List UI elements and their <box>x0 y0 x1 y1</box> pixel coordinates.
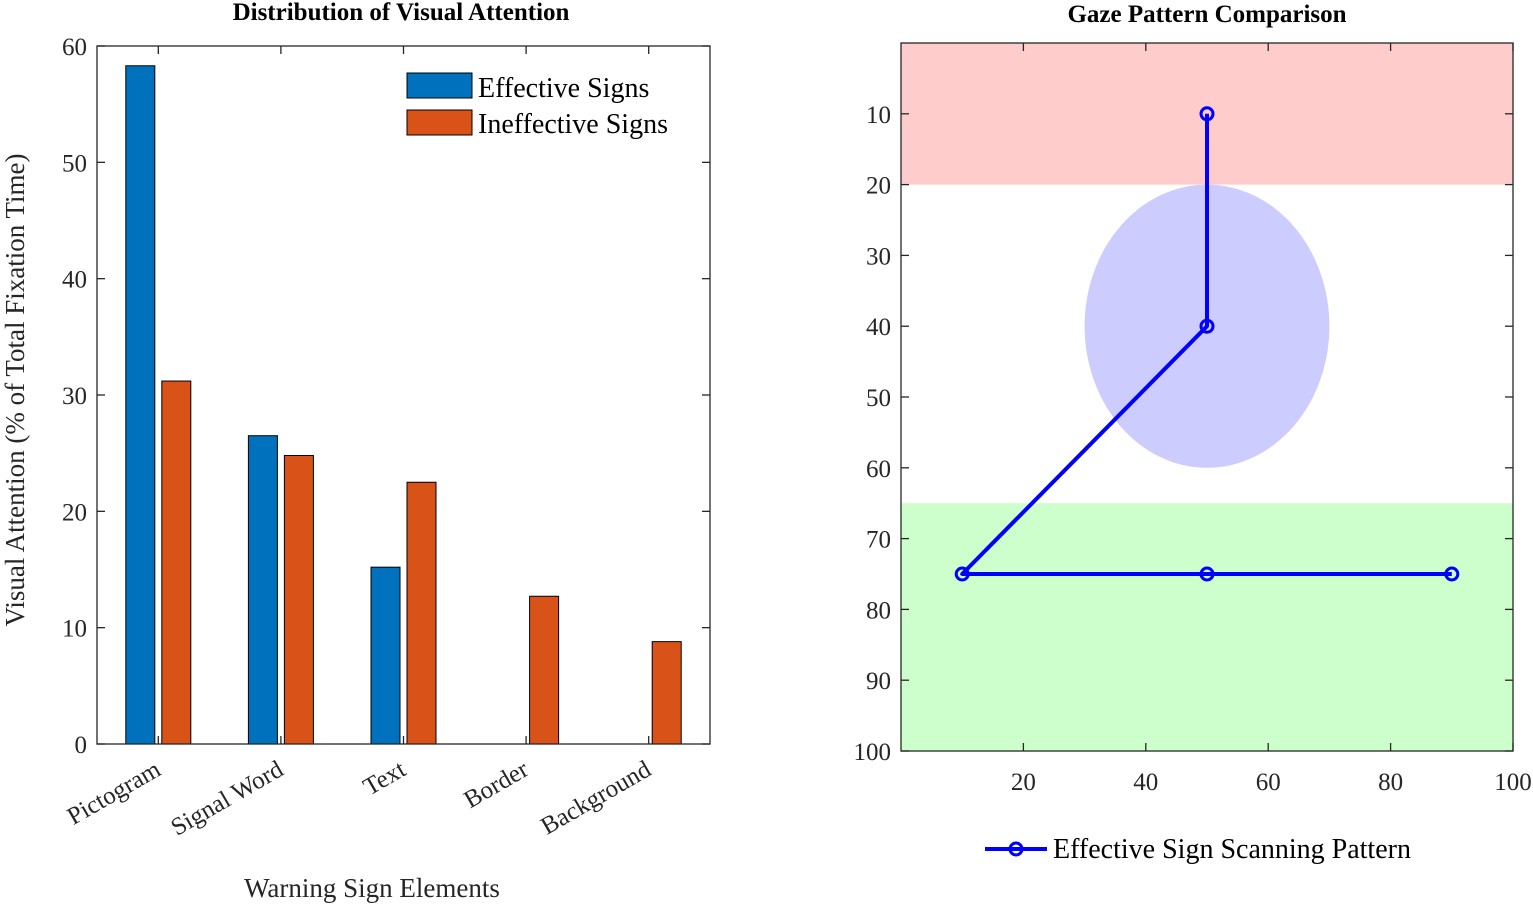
bar-y-axis-label: Visual Attention (% of Total Fixation Ti… <box>0 154 30 627</box>
legend-marker-sample <box>1008 841 1024 857</box>
gaze-chart: Gaze Pattern Comparison 10 20 30 40 50 60 70 80… <box>854 1 1532 865</box>
bar-y-tick-label: 0 <box>75 732 88 759</box>
gaze-y-tick-label: 100 <box>854 739 892 766</box>
bar-x-tick-label: Border <box>459 755 533 813</box>
bar-ineffective-signs-border <box>529 595 560 745</box>
gaze-y-tick-label: 90 <box>866 668 891 695</box>
bar-x-tick-label: Signal Word <box>166 756 288 842</box>
bar-x-tick-label: Text <box>359 756 411 801</box>
bar-chart-title: Distribution of Visual Attention <box>233 0 570 26</box>
legend-label-scan-pattern: Effective Sign Scanning Pattern <box>1053 834 1411 865</box>
bar-ineffective-signs-signal-word <box>283 454 314 745</box>
bar-y-tick-label: 50 <box>62 150 87 177</box>
gaze-x-tick-label: 60 <box>1256 769 1281 796</box>
gaze-y-tick-label: 30 <box>866 243 891 270</box>
gaze-y-ticks: 10 20 30 40 50 60 70 80 90 100 <box>854 102 1513 766</box>
gaze-region-bottom-band <box>901 503 1513 751</box>
gaze-x-tick-label: 40 <box>1133 769 1158 796</box>
bar-effective-signs-signal-word <box>247 435 278 745</box>
gaze-point <box>1199 106 1215 122</box>
bar-effective-signs-pictogram <box>125 65 156 745</box>
gaze-point <box>954 566 970 582</box>
gaze-y-tick-label: 60 <box>866 456 891 483</box>
bar-effective-signs-text <box>370 566 401 745</box>
gaze-x-tick-label: 20 <box>1011 769 1036 796</box>
gaze-series-line <box>960 113 1452 576</box>
bar-x-tick-label: Pictogram <box>63 756 166 831</box>
gaze-x-ticks: 20 40 60 80 100 <box>1011 43 1532 796</box>
gaze-chart-title: Gaze Pattern Comparison <box>1067 1 1346 28</box>
gaze-x-tick-label: 80 <box>1378 769 1403 796</box>
legend-swatch-ineffective <box>406 109 473 136</box>
gaze-point <box>1444 566 1460 582</box>
bar-ineffective-signs-background <box>651 641 682 745</box>
legend-label-ineffective: Ineffective Signs <box>478 109 668 140</box>
bar-y-tick-label: 20 <box>62 499 87 526</box>
gaze-y-tick-label: 20 <box>866 173 891 200</box>
gaze-y-tick-label: 40 <box>866 314 891 341</box>
gaze-point <box>1199 318 1215 334</box>
gaze-y-tick-label: 80 <box>866 597 891 624</box>
bar-y-tick-label: 30 <box>62 383 87 410</box>
bar-y-tick-label: 40 <box>62 267 87 294</box>
gaze-x-tick-label: 100 <box>1494 769 1532 796</box>
bar-y-tick-label: 60 <box>62 34 87 61</box>
bar-bars <box>125 65 682 745</box>
bar-legend: Effective Signs Ineffective Signs <box>406 72 668 140</box>
gaze-y-tick-label: 10 <box>866 102 891 129</box>
gaze-y-tick-label: 50 <box>866 385 891 412</box>
gaze-legend: Effective Sign Scanning Pattern <box>985 834 1411 865</box>
gaze-point <box>1199 566 1215 582</box>
legend-swatch-effective <box>406 72 473 99</box>
bar-x-axis-label: Warning Sign Elements <box>244 873 500 903</box>
bar-chart: Distribution of Visual Attention 0 10 20 30… <box>0 0 711 903</box>
bar-y-tick-label: 10 <box>62 616 87 643</box>
bar-ineffective-signs-pictogram <box>161 380 192 745</box>
legend-label-effective: Effective Signs <box>478 73 649 104</box>
gaze-scan-path <box>954 106 1460 582</box>
gaze-y-tick-label: 70 <box>866 527 891 554</box>
bar-ineffective-signs-text <box>406 481 437 745</box>
bar-x-tick-label: Background <box>536 756 656 841</box>
bar-y-ticks: 0 10 20 30 40 50 60 <box>62 34 710 759</box>
